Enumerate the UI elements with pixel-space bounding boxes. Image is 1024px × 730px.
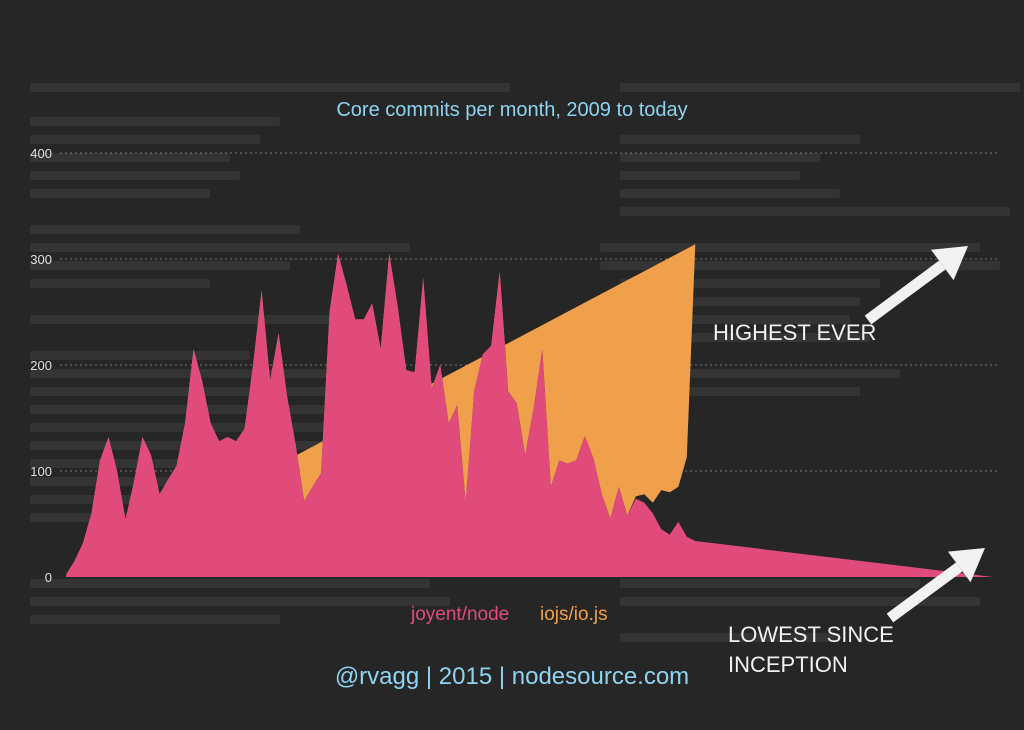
arrow-lowest-head	[947, 548, 985, 583]
y-tick-label: 400	[30, 146, 52, 161]
annotation-line: INCEPTION	[728, 652, 848, 677]
annotation-line: HIGHEST EVER	[713, 320, 877, 345]
arrow-highest-head	[930, 246, 968, 281]
annotation-highest-ever: HIGHEST EVER	[713, 318, 876, 348]
annotation-arrows	[864, 246, 985, 623]
legend-item-joyent-node: joyent/node	[411, 604, 510, 625]
footer-credit: @rvagg | 2015 | nodesource.com	[334, 663, 690, 690]
series-area-joyent-node	[66, 253, 993, 577]
y-tick-label: 300	[30, 252, 52, 267]
y-axis-tick-labels: 0 100 200 300 400	[30, 146, 52, 585]
arrow-highest-shaft	[864, 260, 946, 325]
y-tick-label: 100	[30, 464, 52, 479]
chart-title: Core commits per month, 2009 to today	[336, 99, 688, 121]
y-tick-label: 0	[45, 570, 52, 585]
annotation-line: LOWEST SINCE	[728, 622, 894, 647]
legend-item-iojs: iojs/io.js	[540, 604, 608, 625]
annotation-lowest-since-inception: LOWEST SINCE INCEPTION	[728, 620, 894, 680]
y-tick-label: 200	[30, 358, 52, 373]
area-series	[66, 244, 993, 577]
arrow-lowest-shaft	[886, 562, 963, 623]
